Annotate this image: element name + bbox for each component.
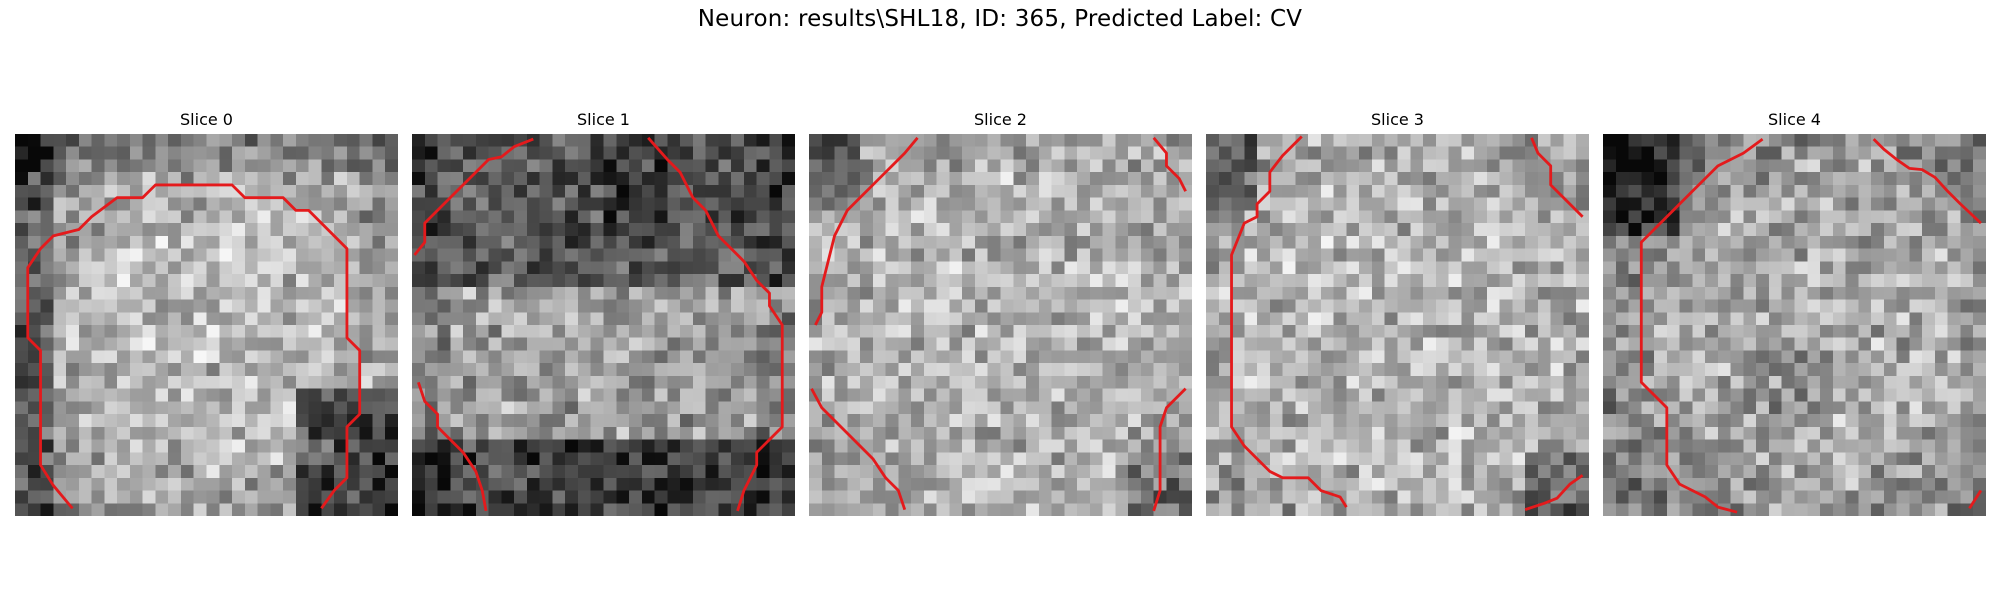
slice-title-0: Slice 0	[180, 110, 233, 129]
slice-image-1	[412, 134, 795, 516]
pixel-grid	[809, 134, 1192, 516]
contour-line	[26, 183, 362, 510]
slice-image-2	[809, 134, 1192, 516]
contour-line	[647, 136, 784, 512]
slice-title-3: Slice 3	[1371, 110, 1424, 129]
slice-panel-1: Slice 1	[412, 108, 795, 516]
slice-image-4	[1603, 134, 1986, 516]
contour-line	[413, 137, 534, 256]
pixel-grid	[1206, 134, 1589, 516]
slice-svg-4	[1603, 134, 1986, 516]
slice-svg-0	[15, 134, 398, 516]
contour-line	[1968, 489, 1983, 510]
slice-title-4: Slice 4	[1768, 110, 1821, 129]
contour-line	[810, 388, 907, 511]
slice-panel-0: Slice 0	[15, 108, 398, 516]
slice-svg-2	[809, 134, 1192, 516]
contour-line	[1872, 138, 1982, 225]
contour-line	[1639, 137, 1764, 514]
slice-svg-1	[412, 134, 795, 516]
pixel-grid	[1603, 134, 1986, 516]
slice-svg-3	[1206, 134, 1589, 516]
pixel-grid	[412, 134, 795, 516]
contour-line	[1152, 387, 1187, 512]
slice-image-0	[15, 134, 398, 516]
slice-image-3	[1206, 134, 1589, 516]
slice-panel-4: Slice 4	[1603, 108, 1986, 516]
contour-line	[1152, 136, 1187, 192]
slice-title-2: Slice 2	[974, 110, 1027, 129]
contour-line	[417, 381, 488, 512]
contour-line	[1524, 474, 1584, 511]
contour-line	[1530, 137, 1584, 218]
pixel-grid	[15, 134, 398, 516]
contour-line	[1230, 135, 1348, 508]
slice-panel-3: Slice 3	[1206, 108, 1589, 516]
figure-title: Neuron: results\SHL18, ID: 365, Predicte…	[697, 6, 1303, 32]
contour-line	[814, 136, 919, 326]
slice-title-1: Slice 1	[577, 110, 630, 129]
slice-panel-2: Slice 2	[809, 108, 1192, 516]
